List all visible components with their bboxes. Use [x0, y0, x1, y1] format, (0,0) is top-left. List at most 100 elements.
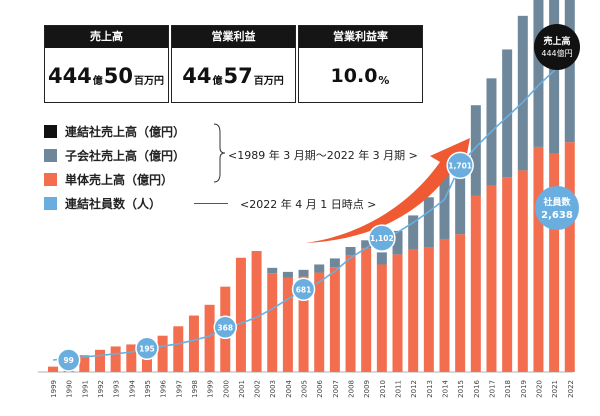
kpi-operating-profit: 営業利益 44 億 57 百万円: [171, 25, 296, 103]
x-axis-labels: 1999 1990 1991 1992 1993 1994 1995 1996 1997 1998…: [50, 379, 575, 397]
employee-badge-2010: [368, 224, 396, 252]
x-tick-label-18: 2007: [332, 380, 340, 398]
kpi-sales-oku: 444: [47, 64, 92, 88]
employee-badge-1995: [135, 336, 159, 361]
employee-badge-2005: [291, 277, 316, 302]
bar-subsidiary-16: [298, 269, 309, 277]
x-tick-label-31: 2020: [535, 380, 543, 398]
bar-standalone-10: [204, 304, 215, 372]
bar-standalone-25: [439, 238, 450, 372]
bar-subsidiary-29: [502, 49, 513, 178]
sales-callout-value: 444億円: [541, 48, 572, 58]
employee-badge-label-2005: 681: [296, 285, 312, 294]
bar-standalone-22: [392, 254, 403, 372]
x-tick-label-22: 2011: [395, 380, 403, 398]
employee-badge-label-2015: 1,701: [448, 161, 472, 170]
bar-standalone-9: [188, 315, 199, 372]
chart-legend: 連結社売上高（億円） 子会社売上高（億円） 単体売上高（億円） 連結社員数（人）…: [44, 118, 418, 211]
kpi-sales-value: 444 億 50 百万円: [45, 48, 168, 104]
bar-subsidiary-26: [455, 152, 466, 235]
x-tick-label-23: 2012: [410, 380, 418, 398]
bar-standalone-33: [564, 142, 575, 372]
x-tick-label-33: 2022: [567, 380, 575, 398]
x-tick-label-12: 2001: [238, 380, 246, 398]
legend-label-employees: 連結社員数（人）: [65, 196, 162, 211]
employee-badges: 99 195 368 681 1,102 1,701: [56, 151, 474, 372]
bar-standalone-7: [157, 335, 168, 372]
legend-swatch-standalone: [44, 172, 57, 186]
bar-subsidiary-23: [408, 215, 419, 250]
employee-badge-2000: [213, 315, 238, 340]
kpi-sales-oku-unit: 億: [92, 75, 103, 87]
x-tick-label-14: 2003: [269, 380, 277, 398]
legend-item-subsidiary: 子会社売上高（億円）: [44, 147, 185, 163]
kpi-operating-profit-oku-unit: 億: [212, 75, 223, 87]
employee-callout-circle: [535, 186, 579, 230]
x-tick-label-32: 2021: [551, 380, 559, 398]
bar-standalone-19: [345, 255, 356, 372]
bar-standalone-24: [423, 247, 434, 372]
employee-badge-2015: [446, 151, 474, 180]
legend-period-bracket: [213, 123, 226, 183]
x-tick-label-30: 2019: [520, 380, 528, 398]
kpi-operating-profit-value: 44 億 57 百万円: [172, 48, 295, 104]
bar-subsidiary-18: [329, 258, 340, 268]
x-tick-label-3: 1992: [97, 380, 105, 398]
legend-swatch-subsidiary: [44, 148, 57, 162]
growth-arrow-icon: [305, 138, 470, 243]
legend-swatch-employees: [44, 196, 57, 210]
bar-standalone-21: [376, 264, 387, 372]
employees-date-note: <2022 年 4 月 1 日時点 >: [240, 198, 377, 211]
employee-badge-label-1990: 99: [63, 356, 73, 365]
x-tick-label-11: 2000: [222, 380, 230, 398]
bar-subsidiary-20: [361, 240, 372, 249]
x-tick-label-10: 1999: [207, 380, 215, 398]
sales-callout: 売上高 444億円: [534, 24, 580, 70]
bar-subsidiary-21: [376, 252, 387, 265]
kpi-operating-profit-man: 57: [223, 64, 253, 88]
kpi-operating-margin-unit-wrap: %: [377, 65, 390, 87]
employees-note-line: [194, 203, 228, 204]
legend-label-subsidiary: 子会社売上高（億円）: [65, 148, 186, 163]
bar-subsidiary-33: [564, 0, 575, 143]
bar-standalone-12: [235, 257, 246, 372]
x-tick-label-28: 2017: [488, 380, 496, 398]
x-tick-label-16: 2005: [301, 380, 309, 398]
bar-subsidiary-32: [549, 0, 560, 154]
employee-badge-1990: [56, 348, 81, 372]
legend-label-standalone: 単体売上高（億円）: [65, 172, 174, 187]
bar-standalone-16: [298, 276, 309, 372]
bar-subsidiary-31: [533, 0, 544, 147]
bar-standalone-8: [173, 326, 184, 372]
bar-subsidiary-25: [439, 171, 450, 239]
bar-standalone-27: [470, 195, 481, 372]
employee-callout-title: 社員数: [542, 196, 571, 208]
kpi-operating-profit-label: 営業利益: [172, 26, 295, 48]
x-tick-label-0: 1999: [50, 380, 58, 398]
x-tick-label-7: 1996: [160, 379, 168, 397]
x-tick-label-19: 2008: [348, 380, 356, 398]
legend-swatch-consolidated: [44, 124, 57, 138]
sales-callout-circle: [534, 24, 580, 70]
period-note: <1989 年 3 月期〜2022 年 3 月期 >: [228, 149, 418, 162]
bar-standalone-15: [282, 277, 293, 372]
bar-standalone-14: [267, 273, 278, 372]
x-tick-label-6: 1995: [144, 380, 152, 398]
bar-standalone-0: [48, 366, 58, 372]
x-tick-label-20: 2009: [363, 380, 371, 398]
bar-subsidiary-14: [267, 267, 278, 274]
bar-standalone-18: [329, 267, 340, 372]
kpi-operating-profit-oku: 44: [182, 64, 212, 88]
legend-label-consolidated: 連結社売上高（億円）: [65, 124, 186, 139]
kpi-operating-margin-label: 営業利益率: [299, 26, 422, 48]
x-tick-label-9: 1998: [191, 380, 199, 398]
x-tick-label-4: 1993: [113, 380, 121, 398]
bar-standalone-5: [126, 344, 137, 372]
bar-subsidiary-24: [423, 197, 434, 248]
bar-standalone-30: [517, 170, 528, 372]
kpi-operating-margin-number: 10.0: [330, 65, 378, 87]
x-tick-label-1: 1990: [66, 380, 74, 398]
bar-standalone-29: [502, 177, 513, 372]
bar-standalone-4: [110, 346, 121, 372]
